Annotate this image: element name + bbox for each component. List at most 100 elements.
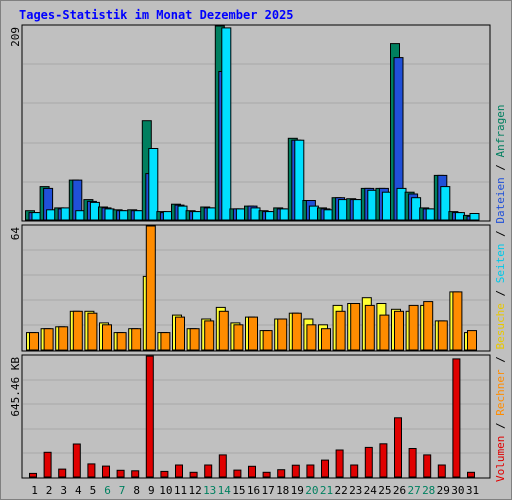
bar-volumen-day-29 — [437, 464, 446, 478]
bar-volumen-day-5 — [87, 463, 96, 478]
x-label-day-21: 21 — [320, 484, 333, 497]
x-label-day-29: 29 — [437, 484, 450, 497]
x-label-day-10: 10 — [159, 484, 172, 497]
x-label-day-3: 3 — [60, 484, 67, 497]
x-label-day-8: 8 — [133, 484, 140, 497]
x-label-day-24: 24 — [364, 484, 378, 497]
bar-rechner-day-29 — [437, 320, 448, 351]
bar-rechner-day-21 — [321, 328, 331, 351]
legend-sep-3: / — [494, 283, 507, 303]
bar-rechner-day-23 — [350, 303, 361, 351]
bar-seiten-day-19 — [294, 139, 305, 221]
bar-volumen-day-1 — [29, 472, 37, 478]
x-label-day-7: 7 — [119, 484, 126, 497]
bar-volumen-day-10 — [160, 470, 169, 478]
bar-volumen-day-4 — [72, 443, 81, 478]
bar-volumen-day-28 — [423, 454, 432, 478]
bar-volumen-day-15 — [233, 469, 242, 478]
bar-rechner-day-1 — [29, 332, 39, 351]
x-label-day-23: 23 — [349, 484, 362, 497]
bar-rechner-day-14 — [218, 310, 229, 351]
legend-anfragen: Anfragen — [494, 104, 507, 157]
x-label-day-1: 1 — [31, 484, 38, 497]
bar-volumen-day-9 — [145, 355, 154, 478]
bar-volumen-day-13 — [204, 464, 213, 478]
bar-volumen-day-31 — [467, 471, 475, 478]
x-label-day-17: 17 — [261, 484, 274, 497]
bar-rechner-day-17 — [262, 330, 273, 351]
bar-volumen-day-27 — [408, 448, 417, 478]
x-label-day-31: 31 — [466, 484, 479, 497]
x-label-day-9: 9 — [148, 484, 155, 497]
bar-rechner-day-7 — [116, 332, 127, 351]
bar-rechner-day-25 — [379, 314, 390, 351]
legend-rechner: Rechner — [494, 369, 507, 416]
bar-volumen-day-25 — [379, 443, 388, 478]
bar-rechner-day-16 — [248, 316, 258, 351]
legend-seiten: Seiten — [494, 244, 507, 284]
bar-volumen-day-11 — [175, 464, 183, 478]
bar-rechner-day-24 — [364, 304, 375, 351]
hits-max-label: 209 — [9, 27, 22, 47]
bar-rechner-day-13 — [204, 320, 215, 351]
bar-rechner-day-3 — [58, 326, 69, 351]
bar-rechner-day-30 — [452, 291, 463, 351]
bar-volumen-day-24 — [364, 446, 373, 478]
bar-rechner-day-19 — [291, 312, 302, 351]
x-label-day-19: 19 — [291, 484, 304, 497]
bar-layer — [25, 25, 480, 478]
x-label-day-13: 13 — [203, 484, 216, 497]
x-label-day-27: 27 — [407, 484, 420, 497]
bar-rechner-day-10 — [160, 332, 171, 351]
x-label-day-5: 5 — [90, 484, 97, 497]
bar-rechner-day-18 — [277, 318, 288, 351]
bar-rechner-day-9 — [145, 225, 156, 351]
bar-rechner-day-15 — [233, 324, 244, 351]
x-label-day-18: 18 — [276, 484, 289, 497]
bar-volumen-day-30 — [452, 358, 461, 478]
bar-rechner-day-28 — [423, 301, 434, 351]
bar-rechner-day-2 — [43, 328, 54, 351]
bar-volumen-day-7 — [116, 469, 125, 478]
legend-sep-1: / — [494, 416, 507, 436]
legend-sep-2: / — [494, 350, 507, 370]
x-label-day-26: 26 — [393, 484, 406, 497]
bar-rechner-day-11 — [175, 316, 185, 351]
x-label-day-14: 14 — [218, 484, 232, 497]
x-label-day-6: 6 — [104, 484, 111, 497]
legend-sep-5: / — [494, 157, 507, 177]
x-label-day-15: 15 — [232, 484, 245, 497]
bar-rechner-day-4 — [72, 310, 83, 351]
x-label-day-22: 22 — [334, 484, 347, 497]
bar-volumen-day-8 — [131, 470, 140, 478]
x-label-day-11: 11 — [174, 484, 187, 497]
legend-sep-4: / — [494, 224, 507, 244]
x-label-day-16: 16 — [247, 484, 260, 497]
x-label-day-28: 28 — [422, 484, 435, 497]
bar-volumen-day-19 — [291, 464, 300, 478]
bar-rechner-day-22 — [335, 310, 346, 351]
bar-volumen-day-16 — [248, 465, 256, 478]
volume-max-label: 645.46 KB — [9, 357, 22, 417]
x-label-day-20: 20 — [305, 484, 318, 497]
bar-seiten-day-31 — [469, 213, 480, 221]
chart-title: Tages-Statistik im Monat Dezember 2025 — [19, 8, 294, 22]
x-label-day-4: 4 — [75, 484, 82, 497]
bar-volumen-day-12 — [189, 471, 198, 478]
x-label-day-2: 2 — [46, 484, 53, 497]
x-label-day-12: 12 — [188, 484, 201, 497]
bar-volumen-day-20 — [306, 464, 315, 478]
bar-volumen-day-3 — [58, 468, 67, 478]
bar-volumen-day-22 — [335, 449, 344, 478]
legend-volumen: Volumen — [494, 436, 507, 482]
bar-volumen-day-6 — [102, 465, 110, 478]
bar-volumen-day-21 — [321, 459, 329, 478]
bar-seiten-day-29 — [440, 186, 451, 221]
bar-rechner-day-20 — [306, 324, 317, 351]
side-legend: Volumen / Rechner / Besuche / Seiten / D… — [494, 104, 507, 482]
bar-rechner-day-5 — [87, 312, 98, 351]
bar-rechner-day-26 — [394, 310, 404, 351]
bar-rechner-day-31 — [467, 330, 477, 351]
